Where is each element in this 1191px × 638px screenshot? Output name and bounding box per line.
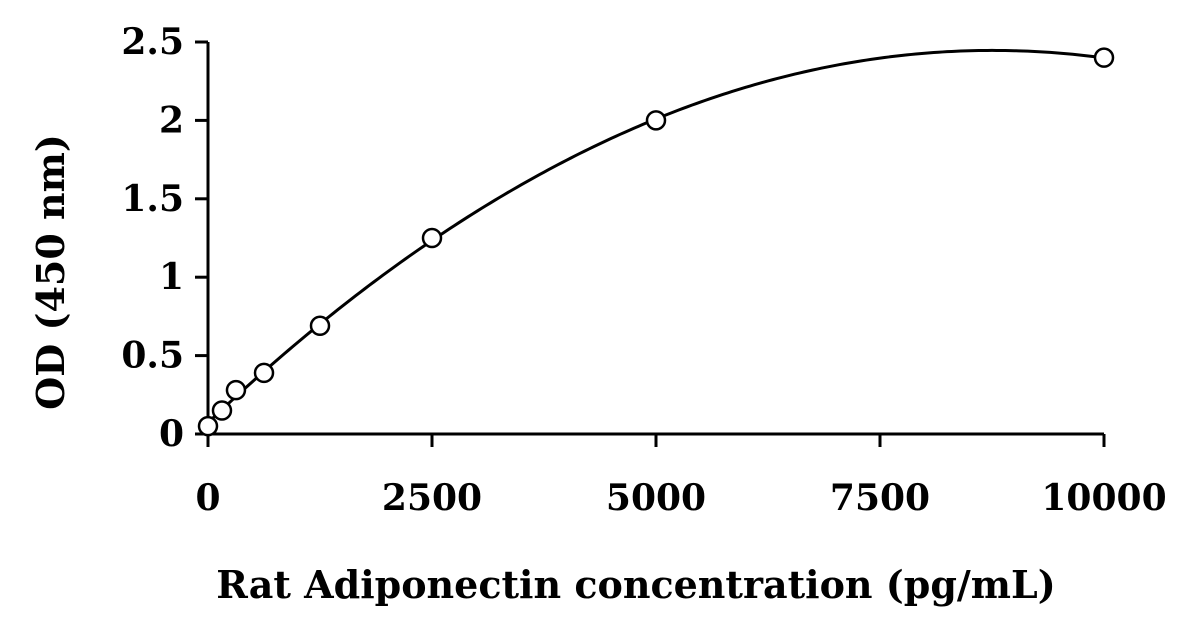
y-axis-title: OD (450 nm) (28, 134, 73, 410)
x-tick-label: 5000 (606, 477, 706, 519)
y-tick-label: 1 (159, 256, 184, 298)
data-points (197, 47, 1115, 437)
x-ticks: 0 2500 5000 7500 10000 (195, 434, 1167, 519)
x-tick-label: 0 (195, 477, 220, 519)
data-point (1093, 47, 1115, 68)
x-tick-label: 10000 (1041, 477, 1166, 519)
data-point (197, 415, 219, 437)
data-point (645, 110, 667, 131)
y-tick-label: 2.5 (121, 21, 184, 63)
fit-curve (206, 48, 1105, 424)
x-axis-title: Rat Adiponectin concentration (pg/mL) (216, 562, 1055, 607)
x-tick-label: 7500 (830, 477, 930, 519)
data-point (253, 362, 275, 384)
data-point (225, 379, 247, 401)
x-tick-label: 2500 (382, 477, 482, 519)
data-point (309, 315, 331, 337)
y-tick-label: 0.5 (121, 335, 184, 377)
y-tick-label: 2 (159, 99, 184, 141)
y-ticks: 0 0.5 1 1.5 2 2.5 (121, 21, 208, 455)
data-point (211, 400, 233, 421)
y-tick-label: 0 (159, 413, 184, 455)
y-tick-label: 1.5 (121, 178, 184, 220)
data-point (421, 227, 443, 249)
